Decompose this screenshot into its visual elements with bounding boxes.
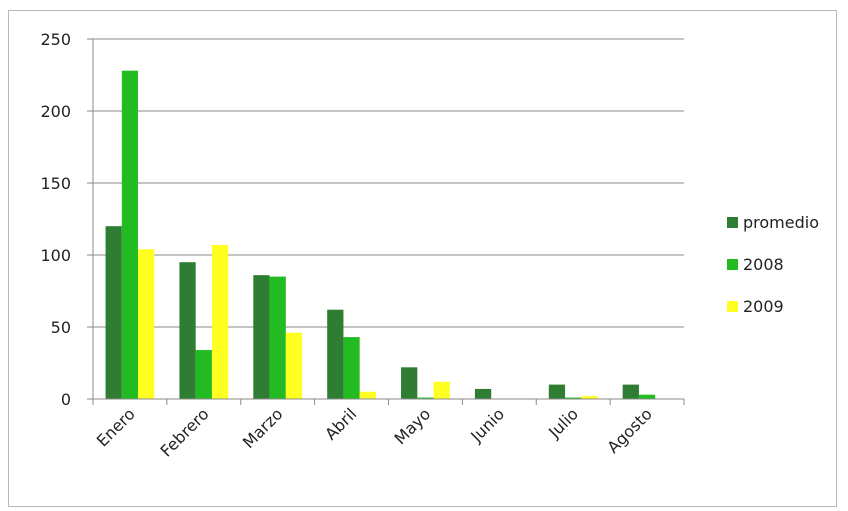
bar-2009-Febrero [211, 244, 229, 399]
x-tick-label: Junio [466, 404, 508, 446]
x-tick-labels: Enero Febrero Marzo Abril Mayo Junio Julio Agos… [93, 404, 656, 460]
legend-swatch-2008 [727, 259, 738, 270]
legend-swatch-promedio [727, 217, 738, 228]
bar-2008-Febrero [195, 350, 212, 399]
x-tick-label: Agosto [603, 404, 656, 457]
x-tick-label: Abril [321, 404, 360, 443]
x-tick-label: Mayo [391, 404, 435, 448]
legend-label-promedio: promedio [743, 213, 819, 232]
legend: promedio 2008 2009 [727, 213, 819, 316]
bar-2008-Abril [343, 337, 360, 399]
y-tick-label: 200 [40, 102, 71, 121]
x-tick-label: Julio [544, 404, 582, 442]
y-tick-label: 150 [40, 174, 71, 193]
bar-2008-Marzo [269, 276, 286, 399]
x-tick-label: Marzo [239, 404, 287, 452]
bar-promedio-Marzo [253, 275, 270, 399]
y-tick-label: 250 [40, 30, 71, 49]
x-tick-label: Febrero [156, 404, 212, 460]
bar-promedio-Agosto [622, 384, 639, 399]
y-tick-labels: 0 50 100 150 200 250 [40, 30, 71, 409]
bar-2009-Marzo [285, 332, 303, 399]
bar-2008-Julio [565, 397, 582, 399]
bar-2009-Abril [359, 391, 376, 399]
bar-2008-Agosto [638, 394, 656, 399]
bars [105, 70, 656, 400]
y-tick-label: 50 [51, 318, 71, 337]
bar-2008-Enero [121, 70, 139, 400]
legend-swatch-2009 [727, 301, 738, 312]
bar-2009-Enero [138, 249, 155, 399]
axes [87, 38, 685, 405]
bar-promedio-Julio [548, 384, 566, 399]
bar-2008-Mayo [417, 397, 434, 399]
legend-label-2009: 2009 [743, 297, 784, 316]
bar-promedio-Abril [327, 309, 344, 399]
y-tick-label: 100 [40, 246, 71, 265]
bar-promedio-Enero [105, 226, 122, 399]
bar-2009-Julio [581, 396, 598, 399]
legend-label-2008: 2008 [743, 255, 784, 274]
x-tick-label: Enero [93, 404, 139, 450]
bar-2009-Mayo [433, 381, 450, 399]
y-tick-label: 0 [61, 390, 71, 409]
bar-promedio-Febrero [179, 262, 196, 399]
bar-promedio-Junio [474, 388, 492, 399]
bar-promedio-Mayo [401, 367, 418, 399]
